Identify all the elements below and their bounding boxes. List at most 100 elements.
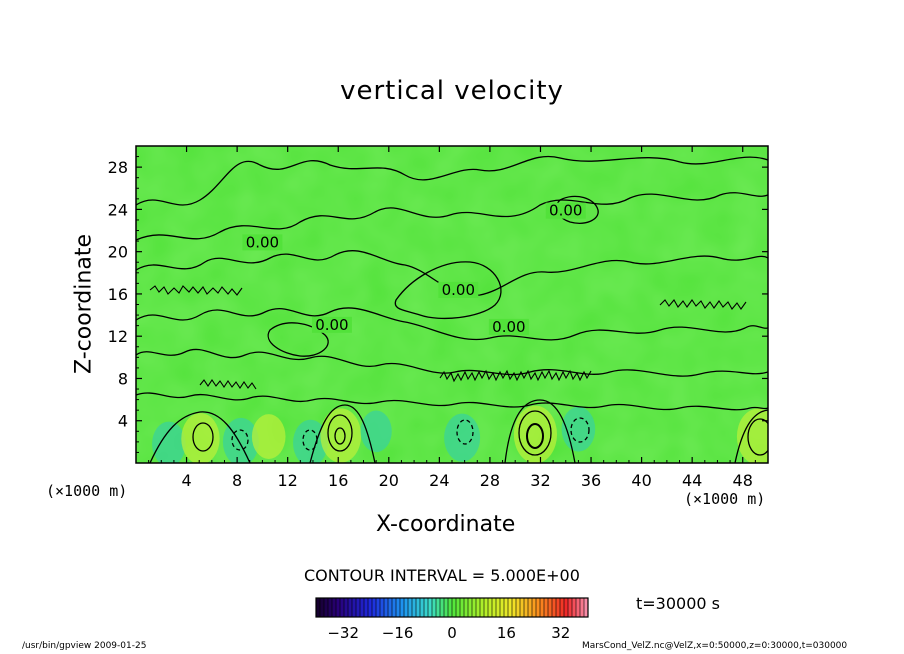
contour-noise (659, 299, 747, 310)
chart-title: vertical velocity (340, 76, 564, 106)
colorbar-swatch (344, 598, 349, 617)
contour-label-bg (488, 318, 529, 335)
colorbar-tick-label: −16 (382, 624, 414, 642)
contour-cell (747, 418, 768, 456)
x-axis-label: X-coordinate (376, 512, 516, 537)
colorbar-swatch (380, 598, 385, 617)
colorbar-swatch (556, 598, 561, 617)
colorbar-swatch (472, 598, 477, 617)
contour-line (394, 261, 502, 320)
contour-line (504, 399, 576, 463)
y-tick-label: 16 (108, 285, 128, 304)
colorbar-swatch (316, 598, 321, 617)
colorbar-swatch (352, 598, 357, 617)
x-unit-left: (×1000 m) (46, 482, 128, 500)
x-tick-label: 32 (530, 471, 550, 490)
velocity-cell (736, 408, 768, 463)
contour-line (136, 192, 768, 241)
x-unit-right: (×1000 m) (684, 490, 766, 508)
colorbar-swatch (404, 598, 409, 617)
x-tick-label: 24 (429, 471, 449, 490)
contour-cell (570, 417, 590, 443)
colorbar-swatch (444, 598, 449, 617)
x-tick-label: 12 (278, 471, 298, 490)
colorbar-swatch (320, 598, 325, 617)
contour-label: 0.00 (549, 202, 582, 220)
colorbar-swatch (512, 598, 517, 617)
y-tick-label: 24 (108, 200, 128, 219)
colorbar-swatch (508, 598, 513, 617)
x-tick-label: 44 (682, 471, 702, 490)
footer-right: MarsCond_VelZ.nc@VelZ,x=0:50000,z=0:3000… (582, 641, 848, 651)
contour-line (267, 322, 329, 357)
colorbar-swatch (332, 598, 337, 617)
colorbar-swatch (528, 598, 533, 617)
colorbar-swatch (388, 598, 393, 617)
contour-label: 0.00 (492, 318, 525, 336)
colorbar-swatch (552, 598, 557, 617)
colorbar-tick-label: 0 (447, 624, 457, 642)
colorbar-swatch (520, 598, 525, 617)
colorbar-swatch (364, 598, 369, 617)
colorbar-swatch (408, 598, 413, 617)
contour-line (136, 307, 768, 341)
colorbar-swatch (400, 598, 405, 617)
velocity-cell (181, 413, 220, 463)
x-tick-label: 40 (631, 471, 651, 490)
colorbar-swatch (560, 598, 565, 617)
velocity-cell (360, 410, 392, 453)
colorbar-swatch (376, 598, 381, 617)
y-tick-label: 12 (108, 327, 128, 346)
colorbar-swatch (328, 598, 333, 617)
contour-noise (199, 379, 257, 390)
contour-line (149, 411, 251, 463)
colorbar-swatch (460, 598, 465, 617)
colorbar-swatch (572, 598, 577, 617)
colorbar-swatch (500, 598, 505, 617)
contour-line (136, 348, 768, 377)
colorbar-swatch (452, 598, 457, 617)
colorbar-swatch (492, 598, 497, 617)
contour-label: 0.00 (315, 316, 348, 334)
colorbar-swatch (356, 598, 361, 617)
colorbar-swatch (488, 598, 493, 617)
colorbar-swatch (580, 598, 585, 617)
contour-label-bg (242, 234, 283, 251)
colorbar-swatch (420, 598, 425, 617)
colorbar-tick-label: −32 (327, 624, 359, 642)
colorbar-frame (315, 597, 589, 618)
contour-label-bg (545, 202, 586, 219)
y-tick-label: 28 (108, 158, 128, 177)
contour-interval: CONTOUR INTERVAL = 5.000E+00 (304, 566, 580, 585)
plot-texture (136, 146, 768, 463)
colorbar-swatch (336, 598, 341, 617)
colorbar-swatch (412, 598, 417, 617)
colorbar-swatch (340, 598, 345, 617)
colorbar-swatch (568, 598, 573, 617)
contour-line (734, 409, 768, 463)
colorbar-swatch (456, 598, 461, 617)
contour-cell (518, 410, 552, 456)
footer-left: /usr/bin/gpview 2009-01-25 (22, 641, 147, 651)
colorbar-swatch (468, 598, 473, 617)
colorbar-swatch (504, 598, 509, 617)
colorbar-swatch (564, 598, 569, 617)
x-tick-label: 28 (480, 471, 500, 490)
x-tick-label: 8 (232, 471, 242, 490)
x-tick-label: 20 (379, 471, 399, 490)
colorbar-swatch (532, 598, 537, 617)
contour-cell (327, 414, 353, 452)
colorbar-swatch (368, 598, 373, 617)
time-stamp: t=30000 s (636, 594, 720, 613)
colorbar-swatch (348, 598, 353, 617)
colorbar-tick-label: 16 (497, 624, 516, 642)
contour-cell (231, 429, 249, 451)
contour-noise (149, 285, 243, 296)
contour-cell (526, 423, 544, 449)
colorbar-swatch (544, 598, 549, 617)
contour-line (136, 250, 768, 297)
contour-label-bg (438, 281, 479, 298)
colorbar-swatch (424, 598, 429, 617)
velocity-cell (293, 419, 328, 463)
contour-noise (439, 369, 592, 383)
